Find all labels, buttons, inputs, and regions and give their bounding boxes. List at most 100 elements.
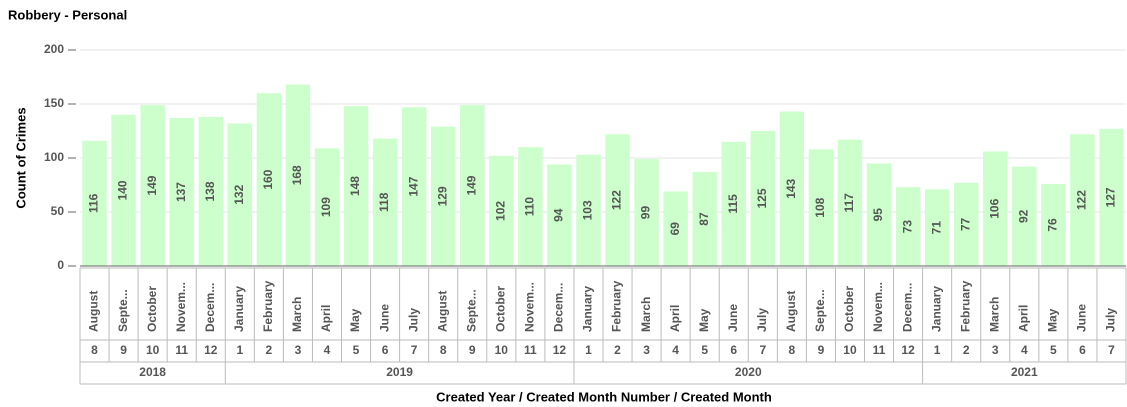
x-tick-label: August <box>87 291 101 332</box>
x-tick-label: Novem... <box>871 282 885 332</box>
bar <box>82 140 107 266</box>
value-label: 95 <box>871 208 885 222</box>
value-label: 143 <box>784 178 798 198</box>
bar <box>489 155 514 266</box>
value-label: 73 <box>900 220 914 234</box>
value-label: 102 <box>493 201 507 221</box>
month-number: 5 <box>701 343 708 357</box>
x-tick-label: Decem... <box>900 283 914 332</box>
x-tick-label: June <box>1075 304 1089 332</box>
month-number: 6 <box>382 343 389 357</box>
y-tick-label: 50 <box>51 204 65 218</box>
bar <box>547 164 572 266</box>
bar <box>111 114 136 266</box>
bar <box>721 141 746 266</box>
bar <box>401 107 427 267</box>
x-tick-label: May <box>697 308 711 332</box>
x-tick-label: Novem... <box>174 282 188 332</box>
x-tick-label: Septe... <box>464 289 478 332</box>
year-label: 2021 <box>1011 365 1038 379</box>
bar <box>460 105 485 266</box>
value-label: 92 <box>1016 209 1030 223</box>
month-number: 10 <box>146 343 160 357</box>
y-tick-label: 150 <box>44 96 64 110</box>
bar <box>605 134 630 266</box>
month-number: 9 <box>120 343 127 357</box>
year-label: 2020 <box>735 365 762 379</box>
x-tick-label: April <box>668 305 682 332</box>
month-number: 6 <box>730 343 737 357</box>
month-number: 10 <box>843 343 857 357</box>
value-label: 127 <box>1104 187 1118 207</box>
value-label: 147 <box>406 176 420 196</box>
bar <box>1070 134 1095 266</box>
x-tick-label: February <box>610 280 624 332</box>
month-number: 1 <box>934 343 941 357</box>
value-label: 87 <box>697 212 711 226</box>
value-label: 122 <box>610 190 624 210</box>
bar <box>518 147 543 266</box>
x-tick-label: August <box>784 291 798 332</box>
value-label: 103 <box>581 200 595 220</box>
month-number: 9 <box>469 343 476 357</box>
month-number: 3 <box>992 343 999 357</box>
month-number: 4 <box>324 343 331 357</box>
x-tick-label: October <box>842 286 856 332</box>
value-label: 71 <box>929 221 943 235</box>
x-tick-label: Decem... <box>552 283 566 332</box>
x-tick-label: July <box>755 308 769 332</box>
month-number: 2 <box>963 343 970 357</box>
month-number: 9 <box>818 343 825 357</box>
value-label: 99 <box>639 206 653 220</box>
bar <box>866 163 892 266</box>
value-label: 129 <box>435 186 449 206</box>
y-tick-label: 200 <box>44 42 64 56</box>
value-label: 125 <box>755 188 769 208</box>
x-tick-label: July <box>1104 308 1118 332</box>
x-tick-label: January <box>929 286 943 332</box>
x-tick-label: June <box>726 304 740 332</box>
month-number: 8 <box>440 343 447 357</box>
value-label: 137 <box>174 182 188 202</box>
x-tick-label: March <box>987 297 1001 332</box>
x-tick-label: Septe... <box>116 289 130 332</box>
bar <box>924 189 950 266</box>
bar <box>663 191 688 266</box>
x-tick-label: Novem... <box>523 282 537 332</box>
y-tick-label: 0 <box>57 258 64 272</box>
bar <box>837 139 863 266</box>
x-tick-label: March <box>639 297 653 332</box>
bar <box>895 187 921 266</box>
bar <box>198 116 223 267</box>
bar <box>169 118 194 266</box>
value-label: 77 <box>958 217 972 231</box>
x-tick-label: Decem... <box>203 283 217 332</box>
month-number: 3 <box>643 343 650 357</box>
y-tick-label: 100 <box>44 150 64 164</box>
month-number: 11 <box>175 343 188 357</box>
value-label: 117 <box>842 193 856 213</box>
year-label: 2018 <box>139 365 166 379</box>
bar <box>1099 128 1124 266</box>
month-number: 12 <box>901 343 915 357</box>
bar <box>430 126 456 267</box>
value-label: 122 <box>1075 190 1089 210</box>
value-label: 115 <box>726 194 740 214</box>
month-number: 2 <box>266 343 273 357</box>
bar <box>750 131 776 266</box>
x-tick-label: June <box>377 304 391 332</box>
x-tick-label: October <box>493 286 507 332</box>
month-number: 6 <box>1079 343 1086 357</box>
month-number: 1 <box>236 343 243 357</box>
x-tick-label: October <box>145 286 159 332</box>
month-number: 10 <box>495 343 509 357</box>
x-tick-label: January <box>581 286 595 332</box>
month-number: 12 <box>204 343 218 357</box>
month-number: 8 <box>789 343 796 357</box>
value-label: 160 <box>261 169 275 189</box>
x-tick-label: April <box>319 305 333 332</box>
value-label: 138 <box>203 181 217 201</box>
bar <box>576 154 601 266</box>
value-label: 76 <box>1046 218 1060 232</box>
month-number: 4 <box>1021 343 1028 357</box>
